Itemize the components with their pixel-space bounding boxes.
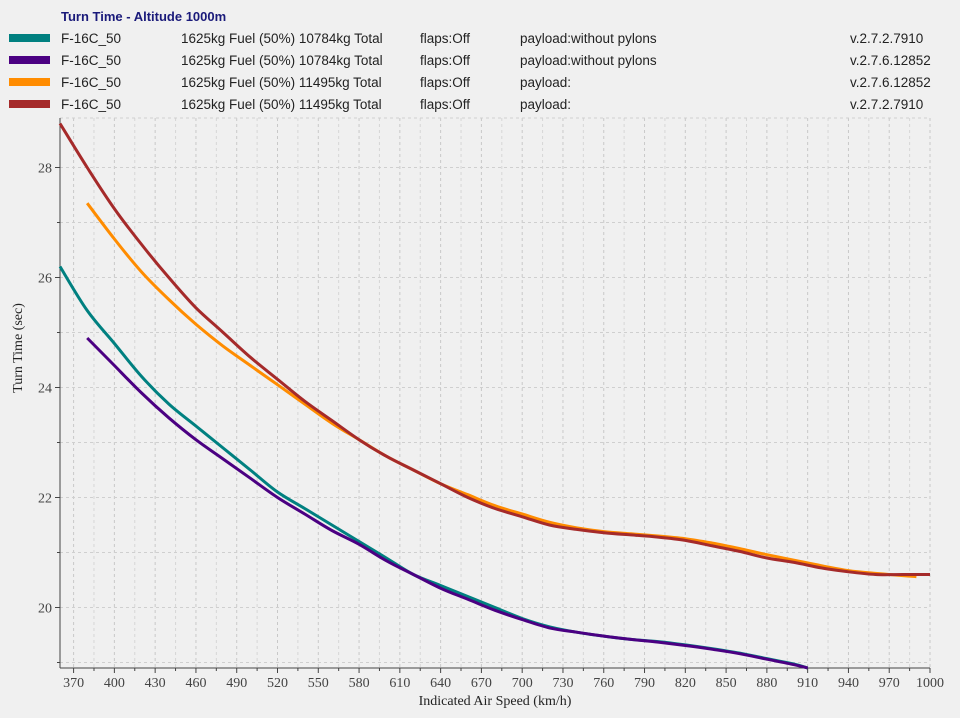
legend-payload: payload:without pylons — [520, 53, 657, 68]
legend-swatch — [9, 34, 50, 42]
legend-fuel: 1625kg Fuel (50%) 10784kg Total — [181, 31, 383, 46]
legend-fuel: 1625kg Fuel (50%) 10784kg Total — [181, 53, 383, 68]
legend-flaps: flaps:Off — [420, 31, 471, 46]
axes: 370 400 430 460 490 520 550 580 610 640 670 700 730 7… — [38, 118, 944, 691]
legend-swatch — [9, 56, 50, 64]
legend-item[interactable]: F-16C_50 1625kg Fuel (50%) 11495kg Total… — [0, 95, 960, 115]
legend-flaps: flaps:Off — [420, 75, 471, 90]
legend-payload: payload: — [520, 97, 572, 112]
legend-flaps: flaps:Off — [420, 97, 471, 112]
legend-flaps: flaps:Off — [420, 53, 471, 68]
x-tick-label: 790 — [634, 676, 655, 691]
x-tick-label: 460 — [185, 676, 206, 691]
x-tick-label: 610 — [389, 676, 410, 691]
legend-version: v.2.7.2.7910 — [850, 97, 924, 112]
legend-swatch — [9, 78, 50, 86]
legend-aircraft: F-16C_50 — [61, 97, 122, 112]
x-tick-label: 490 — [226, 676, 247, 691]
legend-payload: payload: — [520, 75, 572, 90]
series-lines — [58, 122, 930, 670]
x-tick-label: 370 — [63, 676, 84, 691]
y-tick-label: 20 — [38, 602, 52, 617]
legend-item[interactable]: F-16C_50 1625kg Fuel (50%) 11495kg Total… — [0, 73, 960, 93]
x-tick-label: 430 — [145, 676, 166, 691]
x-tick-label: 520 — [267, 676, 288, 691]
chart-title: Turn Time - Altitude 1000m — [61, 9, 227, 24]
x-tick-label: 940 — [838, 676, 859, 691]
x-tick-label: 640 — [430, 676, 451, 691]
legend-payload: payload:without pylons — [520, 31, 657, 46]
series-line-2 — [86, 336, 809, 670]
x-tick-label: 910 — [797, 676, 818, 691]
legend-version: v.2.7.6.12852 — [850, 53, 931, 68]
legend-version: v.2.7.6.12852 — [850, 75, 931, 90]
y-tick-label: 26 — [38, 272, 52, 287]
legend-fuel: 1625kg Fuel (50%) 11495kg Total — [181, 97, 382, 112]
y-tick-label: 28 — [38, 162, 52, 177]
grid — [60, 117, 931, 668]
y-axis-label: Turn Time (sec) — [11, 303, 26, 393]
legend-aircraft: F-16C_50 — [61, 31, 122, 46]
x-tick-label: 580 — [349, 676, 370, 691]
x-tick-label: 730 — [552, 676, 573, 691]
legend-aircraft: F-16C_50 — [61, 75, 122, 90]
x-tick-label: 700 — [512, 676, 533, 691]
legend-swatch — [9, 100, 50, 108]
x-tick-label: 820 — [675, 676, 696, 691]
legend-item[interactable]: F-16C_50 1625kg Fuel (50%) 10784kg Total… — [0, 29, 960, 49]
x-tick-label: 760 — [593, 676, 614, 691]
y-tick-label: 22 — [38, 492, 52, 507]
legend-fuel: 1625kg Fuel (50%) 11495kg Total — [181, 75, 382, 90]
legend-item[interactable]: F-16C_50 1625kg Fuel (50%) 10784kg Total… — [0, 51, 960, 71]
legend-aircraft: F-16C_50 — [61, 53, 122, 68]
x-tick-label: 550 — [308, 676, 329, 691]
y-tick-label: 24 — [38, 382, 52, 397]
series-line-3 — [85, 202, 917, 579]
x-tick-label: 970 — [879, 676, 900, 691]
x-tick-label: 400 — [104, 676, 125, 691]
legend-version: v.2.7.2.7910 — [850, 31, 924, 46]
x-tick-label: 880 — [756, 676, 777, 691]
x-tick-label: 1000 — [916, 676, 944, 691]
x-tick-label: 670 — [471, 676, 492, 691]
legend: Turn Time - Altitude 1000m F-16C_50 1625… — [0, 0, 960, 118]
x-axis-label: Indicated Air Speed (km/h) — [419, 694, 572, 709]
series-line-4 — [58, 122, 930, 577]
x-tick-label: 850 — [716, 676, 737, 691]
